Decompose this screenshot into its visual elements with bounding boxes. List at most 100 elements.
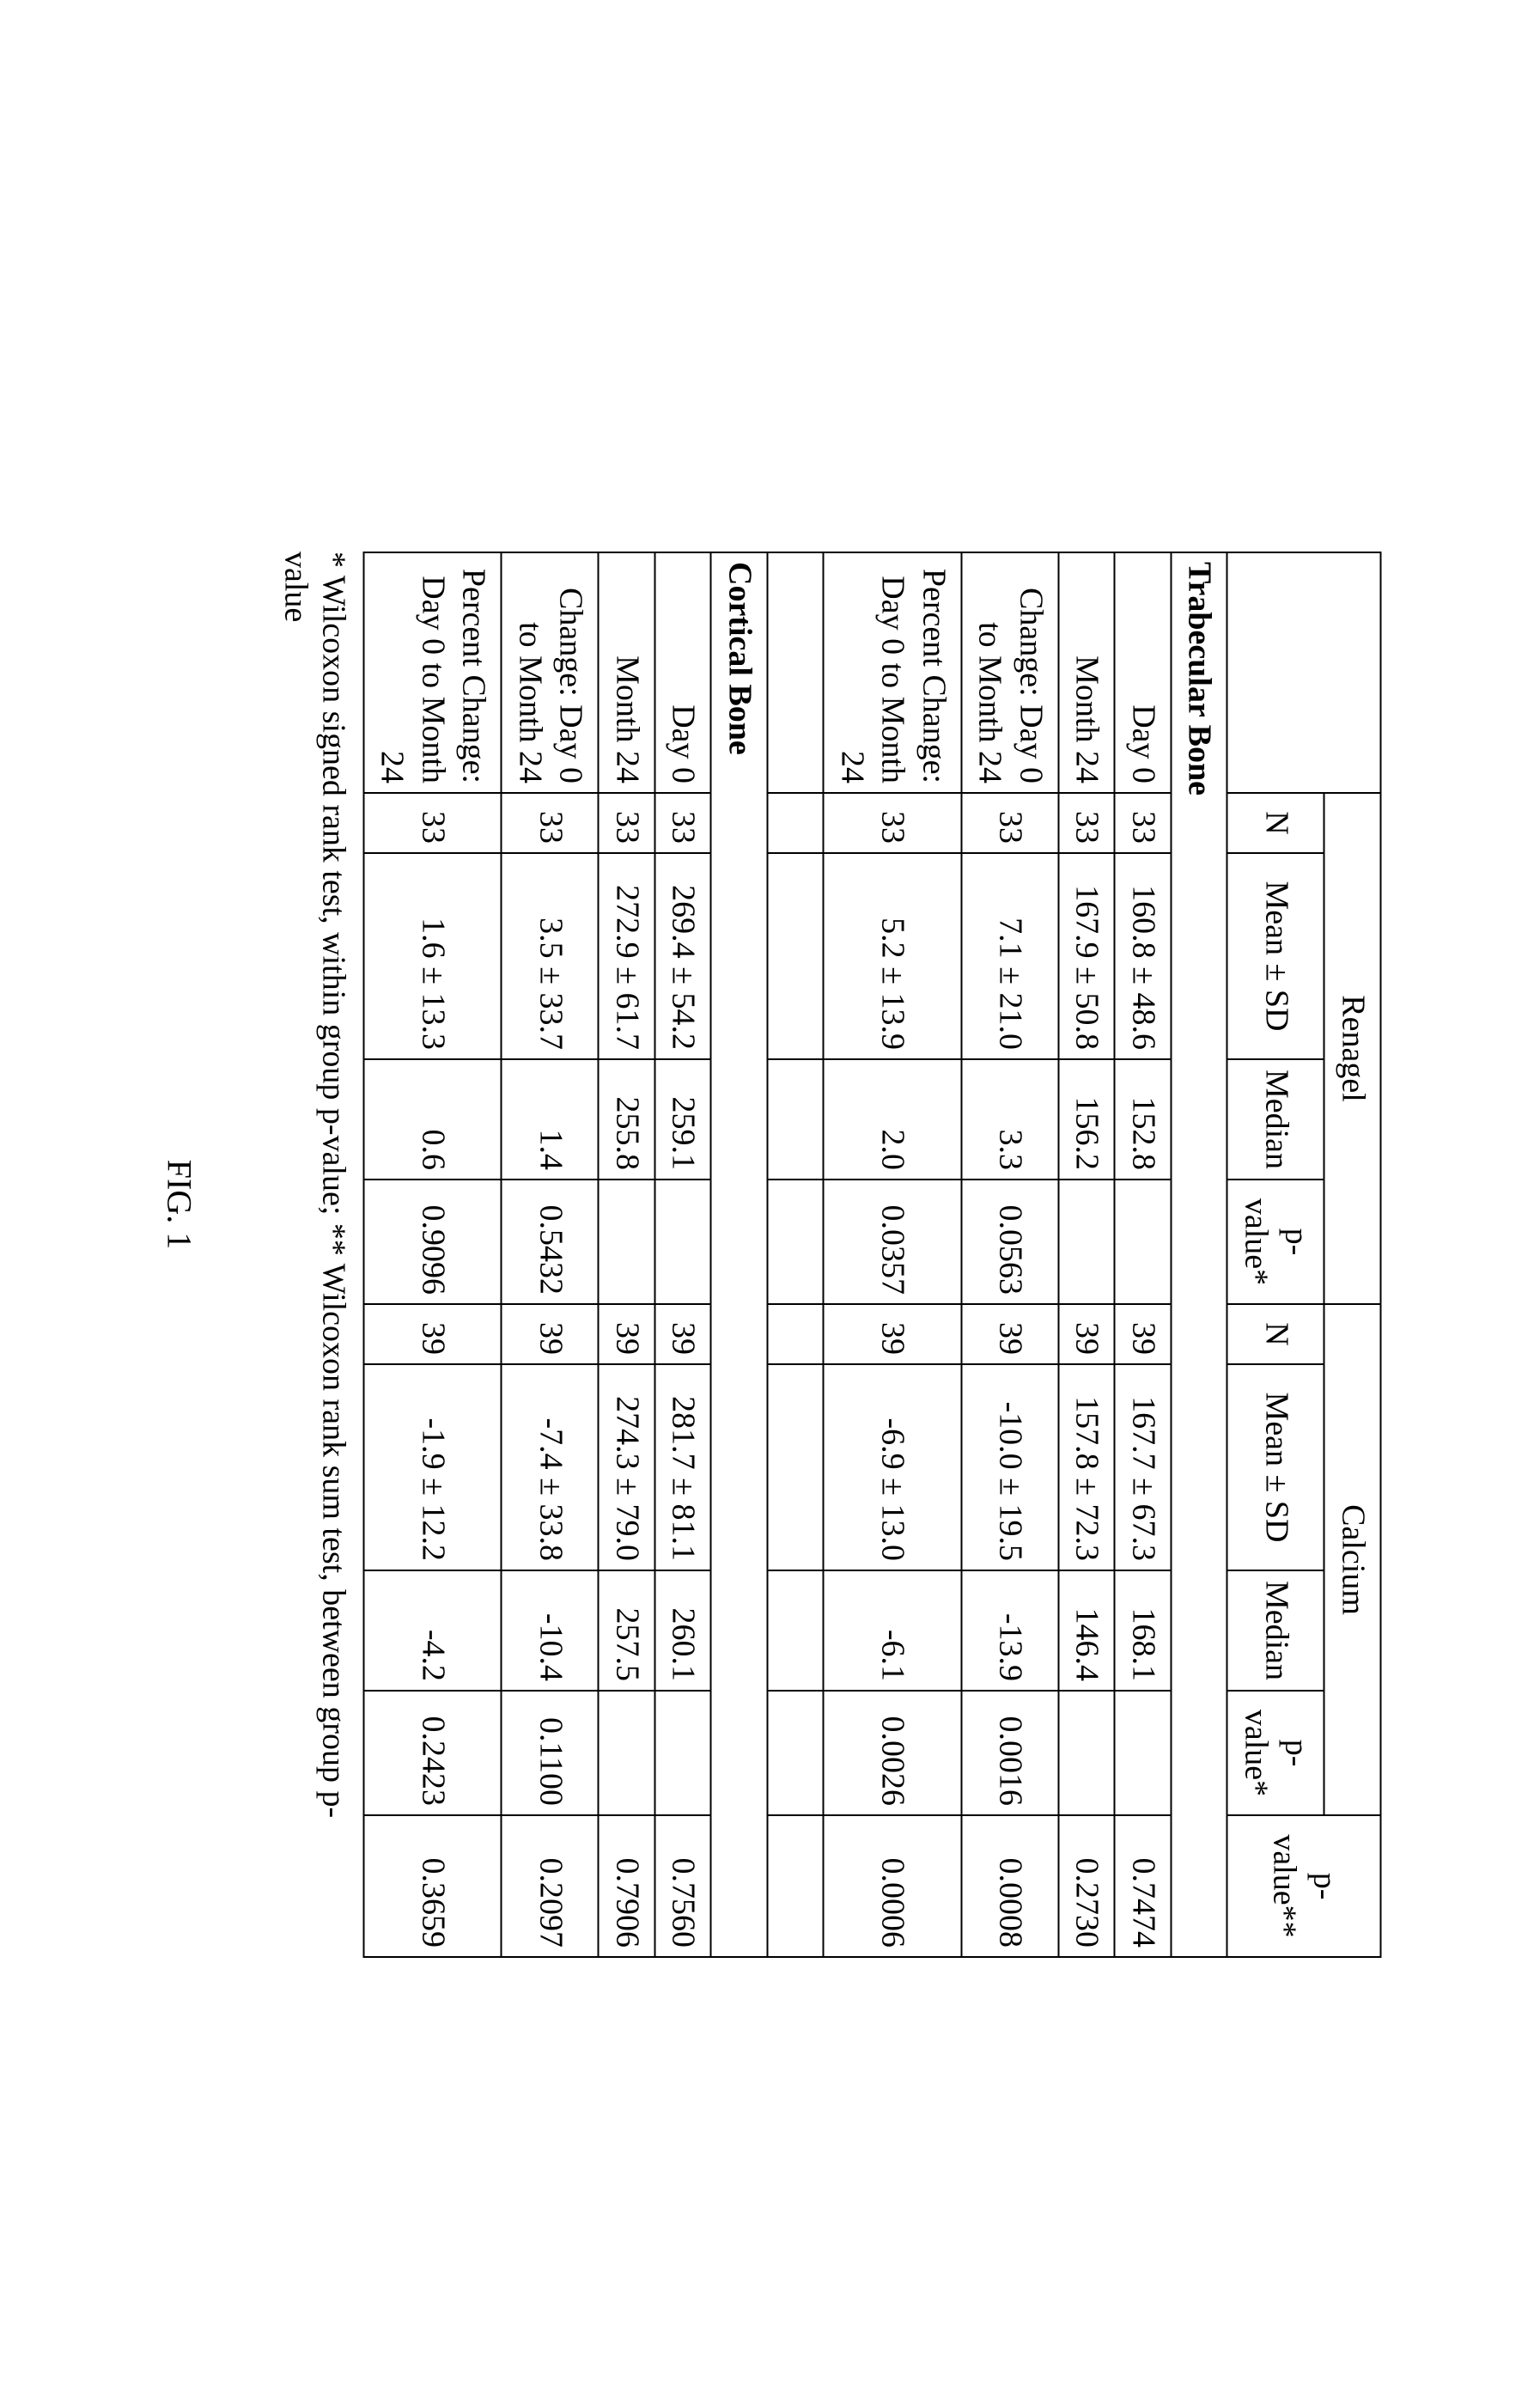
cell: -7.4 ± 33.8 — [502, 1364, 599, 1570]
table-row: Change: Day 0 to Month 24 33 7.1 ± 21.0 … — [961, 552, 1058, 1957]
cell: 39 — [1115, 1304, 1172, 1364]
col-median-a: Median — [1227, 1059, 1324, 1180]
cell — [654, 1180, 711, 1304]
rowlabel-day0: Day 0 — [654, 552, 711, 793]
cell: 33 — [824, 793, 962, 853]
cell: 0.2097 — [502, 1815, 599, 1957]
cell: 33 — [599, 793, 655, 853]
cell: 0.7474 — [1115, 1815, 1172, 1957]
cell: 0.0357 — [824, 1180, 962, 1304]
cell: 7.1 ± 21.0 — [961, 853, 1058, 1059]
rowlabel-pct-change: Percent Change: Day 0 to Month 24 — [363, 552, 502, 793]
col-group-renagel: Renagel — [1324, 793, 1381, 1304]
cell-empty — [767, 1364, 824, 1570]
col-pvalue-b: p-value* — [1227, 1691, 1324, 1815]
table-row: Month 24 33 167.9 ± 50.8 156.2 39 157.8 … — [1058, 552, 1115, 1957]
cell: 33 — [1058, 793, 1115, 853]
cell-empty — [767, 853, 824, 1059]
cell: 0.3659 — [363, 1815, 502, 1957]
cell: 39 — [502, 1304, 599, 1364]
cell: 33 — [654, 793, 711, 853]
cell: 0.9096 — [363, 1180, 502, 1304]
cell: 3.3 — [961, 1059, 1058, 1180]
cell-empty — [767, 793, 824, 853]
cell: -6.9 ± 13.0 — [824, 1364, 962, 1570]
cell: 2.0 — [824, 1059, 962, 1180]
cell: 274.3 ± 79.0 — [599, 1364, 655, 1570]
cell: 0.6 — [363, 1059, 502, 1180]
cell: 1.4 — [502, 1059, 599, 1180]
table-row: Cortical Bone — [711, 552, 768, 1957]
cell-empty — [767, 1180, 824, 1304]
cell: 167.7 ± 67.3 — [1115, 1364, 1172, 1570]
cell: 33 — [1115, 793, 1172, 853]
col-n-b: N — [1227, 1304, 1324, 1364]
cell: 3.5 ± 33.7 — [502, 853, 599, 1059]
table-row-spacer — [767, 552, 824, 1957]
cell: 0.0563 — [961, 1180, 1058, 1304]
cell-empty — [767, 552, 824, 793]
cell: -13.9 — [961, 1570, 1058, 1691]
table-row: Trabecular Bone — [1171, 552, 1227, 1957]
rowlabel-day0: Day 0 — [1115, 552, 1172, 793]
cell: 152.8 — [1115, 1059, 1172, 1180]
rowlabel-change: Change: Day 0 to Month 24 — [961, 552, 1058, 793]
cell-empty — [767, 1815, 824, 1957]
col-meansd-b: Mean ± SD — [1227, 1364, 1324, 1570]
cell: -6.1 — [824, 1570, 962, 1691]
cell: 33 — [502, 793, 599, 853]
cell: 257.5 — [599, 1570, 655, 1691]
table-row: Percent Change: Day 0 to Month 24 33 5.2… — [824, 552, 962, 1957]
cell: -4.2 — [363, 1570, 502, 1691]
cell: 0.0016 — [961, 1691, 1058, 1815]
cell-empty — [767, 1691, 824, 1815]
cell: 259.1 — [654, 1059, 711, 1180]
cell: -10.0 ± 19.5 — [961, 1364, 1058, 1570]
cell: 157.8 ± 72.3 — [1058, 1364, 1115, 1570]
cell: 5.2 ± 13.9 — [824, 853, 962, 1059]
cell: 0.7906 — [599, 1815, 655, 1957]
col-pvalue-between: p-value** — [1227, 1815, 1381, 1957]
cell — [599, 1180, 655, 1304]
cell: 39 — [1058, 1304, 1115, 1364]
cell: 33 — [961, 793, 1058, 853]
cell: 1.6 ± 13.3 — [363, 853, 502, 1059]
table-header-row-groups: Renagel Calcium p-value** — [1324, 552, 1381, 1957]
table-row: Change: Day 0 to Month 24 33 3.5 ± 33.7 … — [502, 552, 599, 1957]
cell: 0.1100 — [502, 1691, 599, 1815]
table-footnote: * Wilcoxon signed rank test, within grou… — [277, 552, 352, 1857]
figure-label: FIG. 1 — [159, 552, 199, 1857]
results-table: Renagel Calcium p-value** N Mean ± SD Me… — [362, 552, 1381, 1958]
rowlabel-month24: Month 24 — [1058, 552, 1115, 793]
cell — [1115, 1691, 1172, 1815]
cell: 0.2730 — [1058, 1815, 1115, 1957]
section-cortical: Cortical Bone — [711, 552, 768, 1957]
rowlabel-pct-change: Percent Change: Day 0 to Month 24 — [824, 552, 962, 793]
col-meansd-a: Mean ± SD — [1227, 853, 1324, 1059]
content-block: Renagel Calcium p-value** N Mean ± SD Me… — [159, 552, 1381, 1857]
cell: 260.1 — [654, 1570, 711, 1691]
cell: 146.4 — [1058, 1570, 1115, 1691]
cell-empty — [767, 1570, 824, 1691]
cell-empty — [767, 1304, 824, 1364]
cell: 272.9 ± 61.7 — [599, 853, 655, 1059]
page-rotated-container: Renagel Calcium p-value** N Mean ± SD Me… — [159, 552, 1381, 1857]
cell: 0.2423 — [363, 1691, 502, 1815]
rowlabel-change: Change: Day 0 to Month 24 — [502, 552, 599, 793]
col-median-b: Median — [1227, 1570, 1324, 1691]
cell — [1115, 1180, 1172, 1304]
cell: 168.1 — [1115, 1570, 1172, 1691]
cell: 281.7 ± 81.1 — [654, 1364, 711, 1570]
cell: 0.5432 — [502, 1180, 599, 1304]
section-trabecular: Trabecular Bone — [1171, 552, 1227, 1957]
cell: 0.0008 — [961, 1815, 1058, 1957]
col-group-calcium: Calcium — [1324, 1304, 1381, 1815]
cell: 167.9 ± 50.8 — [1058, 853, 1115, 1059]
cell — [1058, 1691, 1115, 1815]
cell: 269.4 ± 54.2 — [654, 853, 711, 1059]
cell: -1.9 ± 12.2 — [363, 1364, 502, 1570]
cell-empty — [767, 1059, 824, 1180]
cell: 0.0006 — [824, 1815, 962, 1957]
cell: 156.2 — [1058, 1059, 1115, 1180]
cell: 39 — [654, 1304, 711, 1364]
